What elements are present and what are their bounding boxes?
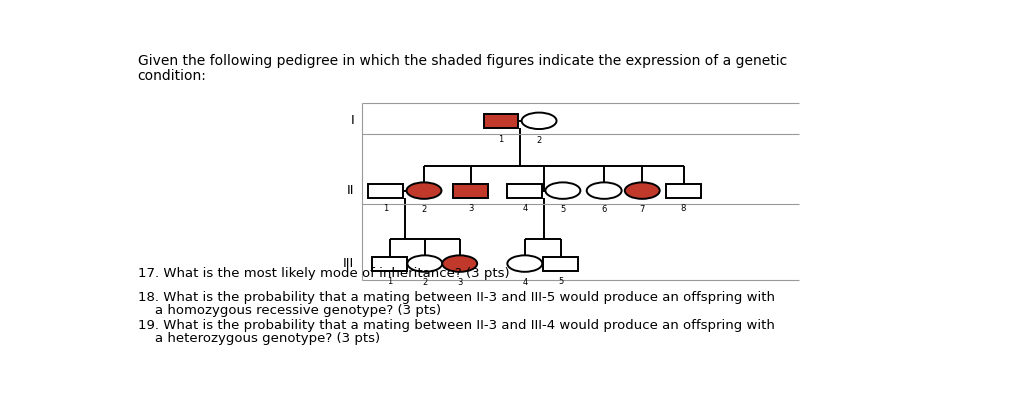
Bar — [543, 257, 578, 271]
Ellipse shape — [587, 183, 622, 199]
Ellipse shape — [546, 183, 581, 199]
Bar — [373, 257, 408, 271]
Text: condition:: condition: — [137, 70, 207, 83]
Text: 1: 1 — [383, 204, 388, 213]
Text: 1: 1 — [499, 135, 504, 144]
Text: 5: 5 — [558, 277, 563, 286]
Text: 4: 4 — [522, 278, 527, 287]
Ellipse shape — [625, 183, 659, 199]
Ellipse shape — [442, 255, 477, 272]
Text: 2: 2 — [422, 278, 427, 287]
Ellipse shape — [408, 255, 442, 272]
Text: 1: 1 — [387, 277, 392, 286]
Bar — [507, 184, 543, 198]
Text: I: I — [350, 114, 354, 127]
Text: 4: 4 — [522, 204, 527, 213]
Bar — [454, 184, 488, 198]
Text: 19. What is the probability that a mating between II-3 and III-4 would produce a: 19. What is the probability that a matin… — [137, 319, 774, 332]
Text: Given the following pedigree in which the shaded figures indicate the expression: Given the following pedigree in which th… — [137, 54, 786, 68]
Text: 3: 3 — [468, 204, 473, 213]
Ellipse shape — [521, 112, 557, 129]
Text: 18. What is the probability that a mating between II-3 and III-5 would produce a: 18. What is the probability that a matin… — [137, 290, 774, 304]
Text: 8: 8 — [681, 204, 686, 213]
Text: a heterozygous genotype? (3 pts): a heterozygous genotype? (3 pts) — [137, 332, 380, 345]
Ellipse shape — [407, 183, 441, 199]
Text: a homozygous recessive genotype? (3 pts): a homozygous recessive genotype? (3 pts) — [137, 304, 440, 317]
Bar — [369, 184, 403, 198]
Text: III: III — [343, 257, 354, 270]
Ellipse shape — [507, 255, 543, 272]
Text: 2: 2 — [537, 136, 542, 145]
Text: 2: 2 — [422, 205, 427, 214]
Text: 3: 3 — [457, 278, 463, 287]
Text: II: II — [347, 184, 354, 197]
Text: 17. What is the most likely mode of inheritance? (3 pts): 17. What is the most likely mode of inhe… — [137, 267, 509, 280]
Text: 7: 7 — [640, 205, 645, 214]
Bar — [483, 114, 518, 128]
Text: 6: 6 — [601, 205, 607, 214]
Bar — [666, 184, 701, 198]
Text: 5: 5 — [560, 205, 565, 214]
